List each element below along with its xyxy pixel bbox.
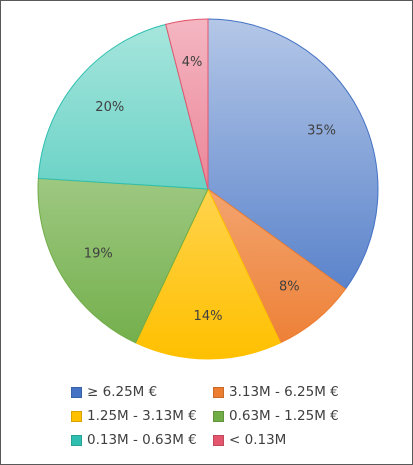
legend-swatch-4 xyxy=(213,410,224,422)
slice-3 xyxy=(134,187,282,360)
legend-swatch-2 xyxy=(213,386,224,398)
slice-5-label: 20% xyxy=(95,100,124,115)
slice-4 xyxy=(37,177,209,344)
legend-swatch-5 xyxy=(71,434,82,446)
slice-6 xyxy=(165,18,209,190)
legend-label-6: < 0.13M xyxy=(229,432,287,448)
slice-6-label: 4% xyxy=(182,55,203,70)
legend-label-4: 0.63M - 1.25M € xyxy=(229,408,339,424)
legend-item-6: < 0.13M xyxy=(213,430,363,450)
slice-2-label: 8% xyxy=(279,280,300,295)
slice-1-label: 35% xyxy=(307,124,336,139)
slice-3-label: 14% xyxy=(194,309,223,324)
legend-item-1: ≥ 6.25M € xyxy=(71,382,213,402)
legend-item-5: 0.13M - 0.63M € xyxy=(71,430,213,450)
legend-swatch-1 xyxy=(71,386,82,398)
legend-label-1: ≥ 6.25M € xyxy=(87,384,158,400)
legend: ≥ 6.25M € 3.13M - 6.25M € 1.25M - 3.13M … xyxy=(71,382,371,450)
legend-label-3: 1.25M - 3.13M € xyxy=(87,408,197,424)
legend-item-4: 0.63M - 1.25M € xyxy=(213,406,363,426)
slice-5 xyxy=(37,23,209,190)
legend-swatch-6 xyxy=(213,434,224,446)
legend-label-5: 0.13M - 0.63M € xyxy=(87,432,197,448)
legend-item-2: 3.13M - 6.25M € xyxy=(213,382,363,402)
legend-swatch-3 xyxy=(71,410,82,422)
slice-4-label: 19% xyxy=(84,246,113,261)
slice-1 xyxy=(207,18,379,290)
legend-label-2: 3.13M - 6.25M € xyxy=(229,384,339,400)
legend-item-3: 1.25M - 3.13M € xyxy=(71,406,213,426)
